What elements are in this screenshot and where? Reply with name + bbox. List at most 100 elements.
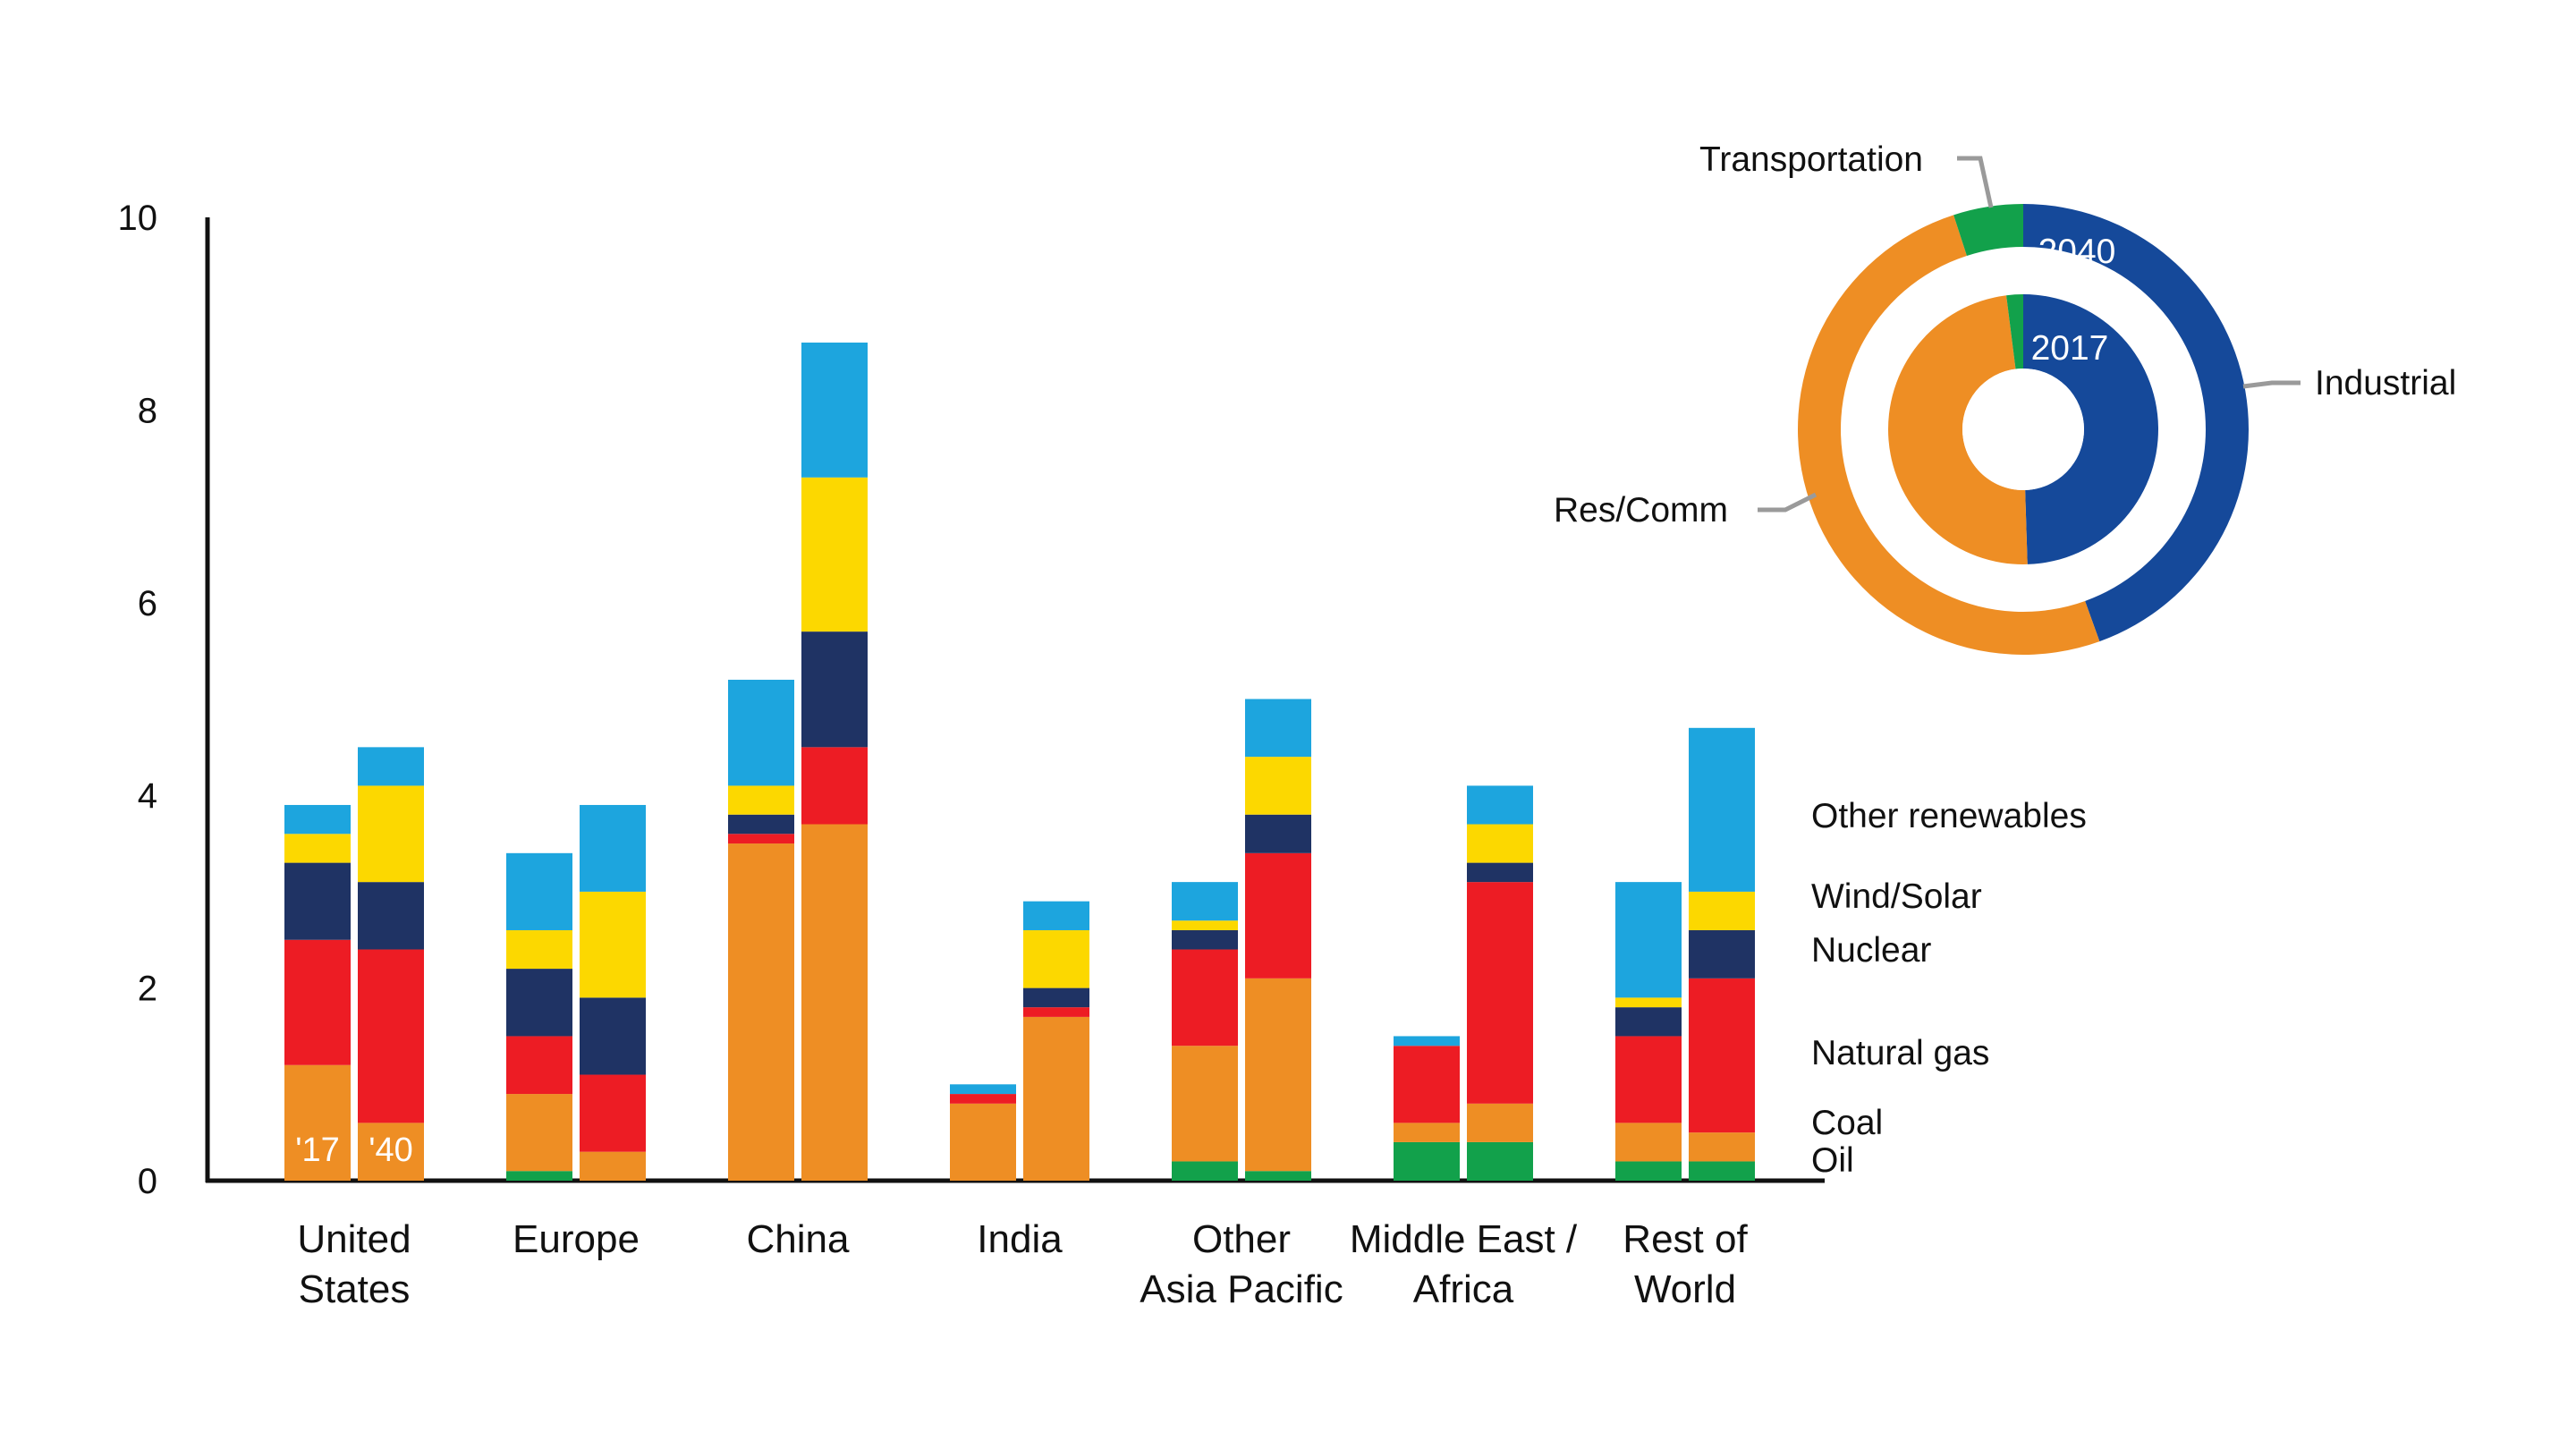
bar-segment-coal — [506, 1094, 572, 1172]
category-label: China — [747, 1217, 850, 1261]
legend-label-wind-solar: Wind/Solar — [1811, 877, 1982, 916]
donut-label-industrial: Industrial — [2315, 364, 2456, 402]
category-label: United States — [297, 1217, 411, 1311]
bar-segment-wind-solar — [284, 834, 351, 863]
bar-segment-natural-gas — [1172, 949, 1238, 1046]
category-label: Europe — [513, 1217, 640, 1261]
legend-label-oil: Oil — [1811, 1141, 1854, 1180]
bar-segment-other-renewables — [950, 1084, 1016, 1095]
y-tick-label: 0 — [138, 1162, 157, 1201]
bar-segment-nuclear — [728, 814, 794, 835]
bar-segment-other-renewables — [284, 804, 351, 835]
bar-segment-oil — [506, 1171, 572, 1181]
bar-segment-natural-gas — [1689, 978, 1755, 1133]
bar-segment-wind-solar — [1689, 891, 1755, 930]
donut-slice-2040-industrial — [2023, 204, 2249, 642]
bar-segment-coal — [284, 1064, 351, 1181]
bar-segment-coal — [1245, 978, 1311, 1172]
bar-segment-oil — [1172, 1161, 1238, 1181]
bar-segment-natural-gas — [1023, 1007, 1089, 1017]
bar-segment-nuclear — [284, 862, 351, 940]
bar-segment-nuclear — [1467, 862, 1533, 883]
bar-segment-natural-gas — [728, 834, 794, 844]
bar-segment-natural-gas — [506, 1036, 572, 1095]
legend-label-nuclear: Nuclear — [1811, 931, 1931, 970]
bar-segment-coal — [728, 843, 794, 1181]
bar-segment-other-renewables — [801, 343, 868, 478]
y-tick-label: 4 — [138, 776, 157, 816]
bar-segment-nuclear — [801, 631, 868, 748]
bar-segment-wind-solar — [1467, 824, 1533, 863]
bars: '17 '40 — [284, 343, 1755, 1181]
bar-segment-other-renewables — [580, 804, 646, 892]
bar-segment-other-renewables — [728, 679, 794, 786]
bar-segment-wind-solar — [1615, 997, 1682, 1008]
y-tick-label: 10 — [118, 199, 158, 238]
donut-ring-label: 2017 — [2031, 329, 2109, 368]
bar-segment-coal — [950, 1103, 1016, 1181]
donut-label-res-comm: Res/Comm — [1554, 491, 1728, 530]
bar-segment-coal — [1615, 1123, 1682, 1162]
y-axis: 0 2 4 6 8 10 — [118, 199, 1825, 1201]
donut-slice-2017-transportation — [2006, 294, 2023, 369]
bar-segment-wind-solar — [1023, 929, 1089, 988]
bar-segment-wind-solar — [580, 891, 646, 998]
bar-segment-natural-gas — [1394, 1046, 1460, 1123]
legend: Other renewables Wind/Solar Nuclear Natural… — [1811, 797, 2087, 1180]
bar-segment-nuclear — [358, 882, 424, 950]
y-tick-label: 6 — [138, 584, 157, 623]
bar-segment-coal — [580, 1151, 646, 1181]
bar-segment-coal — [1467, 1103, 1533, 1142]
bar-segment-natural-gas — [950, 1094, 1016, 1104]
bar-segment-other-renewables — [506, 852, 572, 930]
callout-line-transportation — [1957, 156, 1994, 208]
category-label: Other Asia Pacific — [1140, 1217, 1343, 1311]
callout-line-res-comm — [1758, 492, 1818, 513]
bar-segment-oil — [1615, 1161, 1682, 1181]
bar-segment-other-renewables — [1245, 699, 1311, 758]
donut-slice-2017-res-comm — [1888, 295, 2028, 564]
donut-hole — [1962, 369, 2084, 490]
category-label: India — [977, 1217, 1063, 1261]
bar-segment-nuclear — [580, 997, 646, 1075]
bar-segment-nuclear — [1023, 987, 1089, 1008]
bar-segment-wind-solar — [728, 785, 794, 815]
bar-segment-other-renewables — [1689, 727, 1755, 892]
bar-segment-natural-gas — [580, 1074, 646, 1152]
bar-segment-coal — [1172, 1046, 1238, 1162]
bar-segment-natural-gas — [1245, 852, 1311, 979]
bar-segment-natural-gas — [284, 939, 351, 1065]
y-tick-label: 8 — [138, 391, 157, 430]
bar-segment-wind-solar — [358, 785, 424, 883]
bar-year-label: '40 — [369, 1131, 413, 1169]
donut-chart: 2040 2017 Transportation Industrial Res/Comm — [1554, 140, 2456, 655]
bar-segment-wind-solar — [1245, 757, 1311, 815]
category-label: Rest of World — [1623, 1217, 1748, 1311]
bar-segment-oil — [1394, 1141, 1460, 1181]
bar-segment-coal — [1689, 1132, 1755, 1162]
donut-label-transportation: Transportation — [1699, 140, 1923, 179]
bar-segment-nuclear — [1615, 1007, 1682, 1037]
callout-line-industrial — [2242, 380, 2301, 389]
bar-segment-nuclear — [1689, 929, 1755, 979]
bar-segment-wind-solar — [801, 477, 868, 632]
bar-segment-nuclear — [506, 969, 572, 1037]
donut-slice-2017-industrial — [2023, 294, 2158, 564]
bar-segment-natural-gas — [1615, 1036, 1682, 1123]
bar-segment-natural-gas — [801, 747, 868, 825]
bar-segment-wind-solar — [506, 929, 572, 970]
donut-ring-label: 2040 — [2038, 233, 2116, 271]
y-tick-label: 2 — [138, 970, 157, 1009]
category-labels: United States Europe China India Other Asia Pa… — [297, 1217, 1748, 1311]
legend-label-coal: Coal — [1811, 1104, 1883, 1142]
bar-segment-coal — [801, 824, 868, 1181]
bar-segment-other-renewables — [1615, 882, 1682, 998]
bar-segment-nuclear — [1172, 929, 1238, 950]
legend-label-natural-gas: Natural gas — [1811, 1034, 1989, 1072]
legend-label-other-renewables: Other renewables — [1811, 797, 2087, 835]
bar-segment-oil — [1689, 1161, 1755, 1181]
category-label: Middle East / Africa — [1350, 1217, 1578, 1311]
bar-segment-oil — [1245, 1171, 1311, 1181]
bar-segment-other-renewables — [358, 747, 424, 786]
